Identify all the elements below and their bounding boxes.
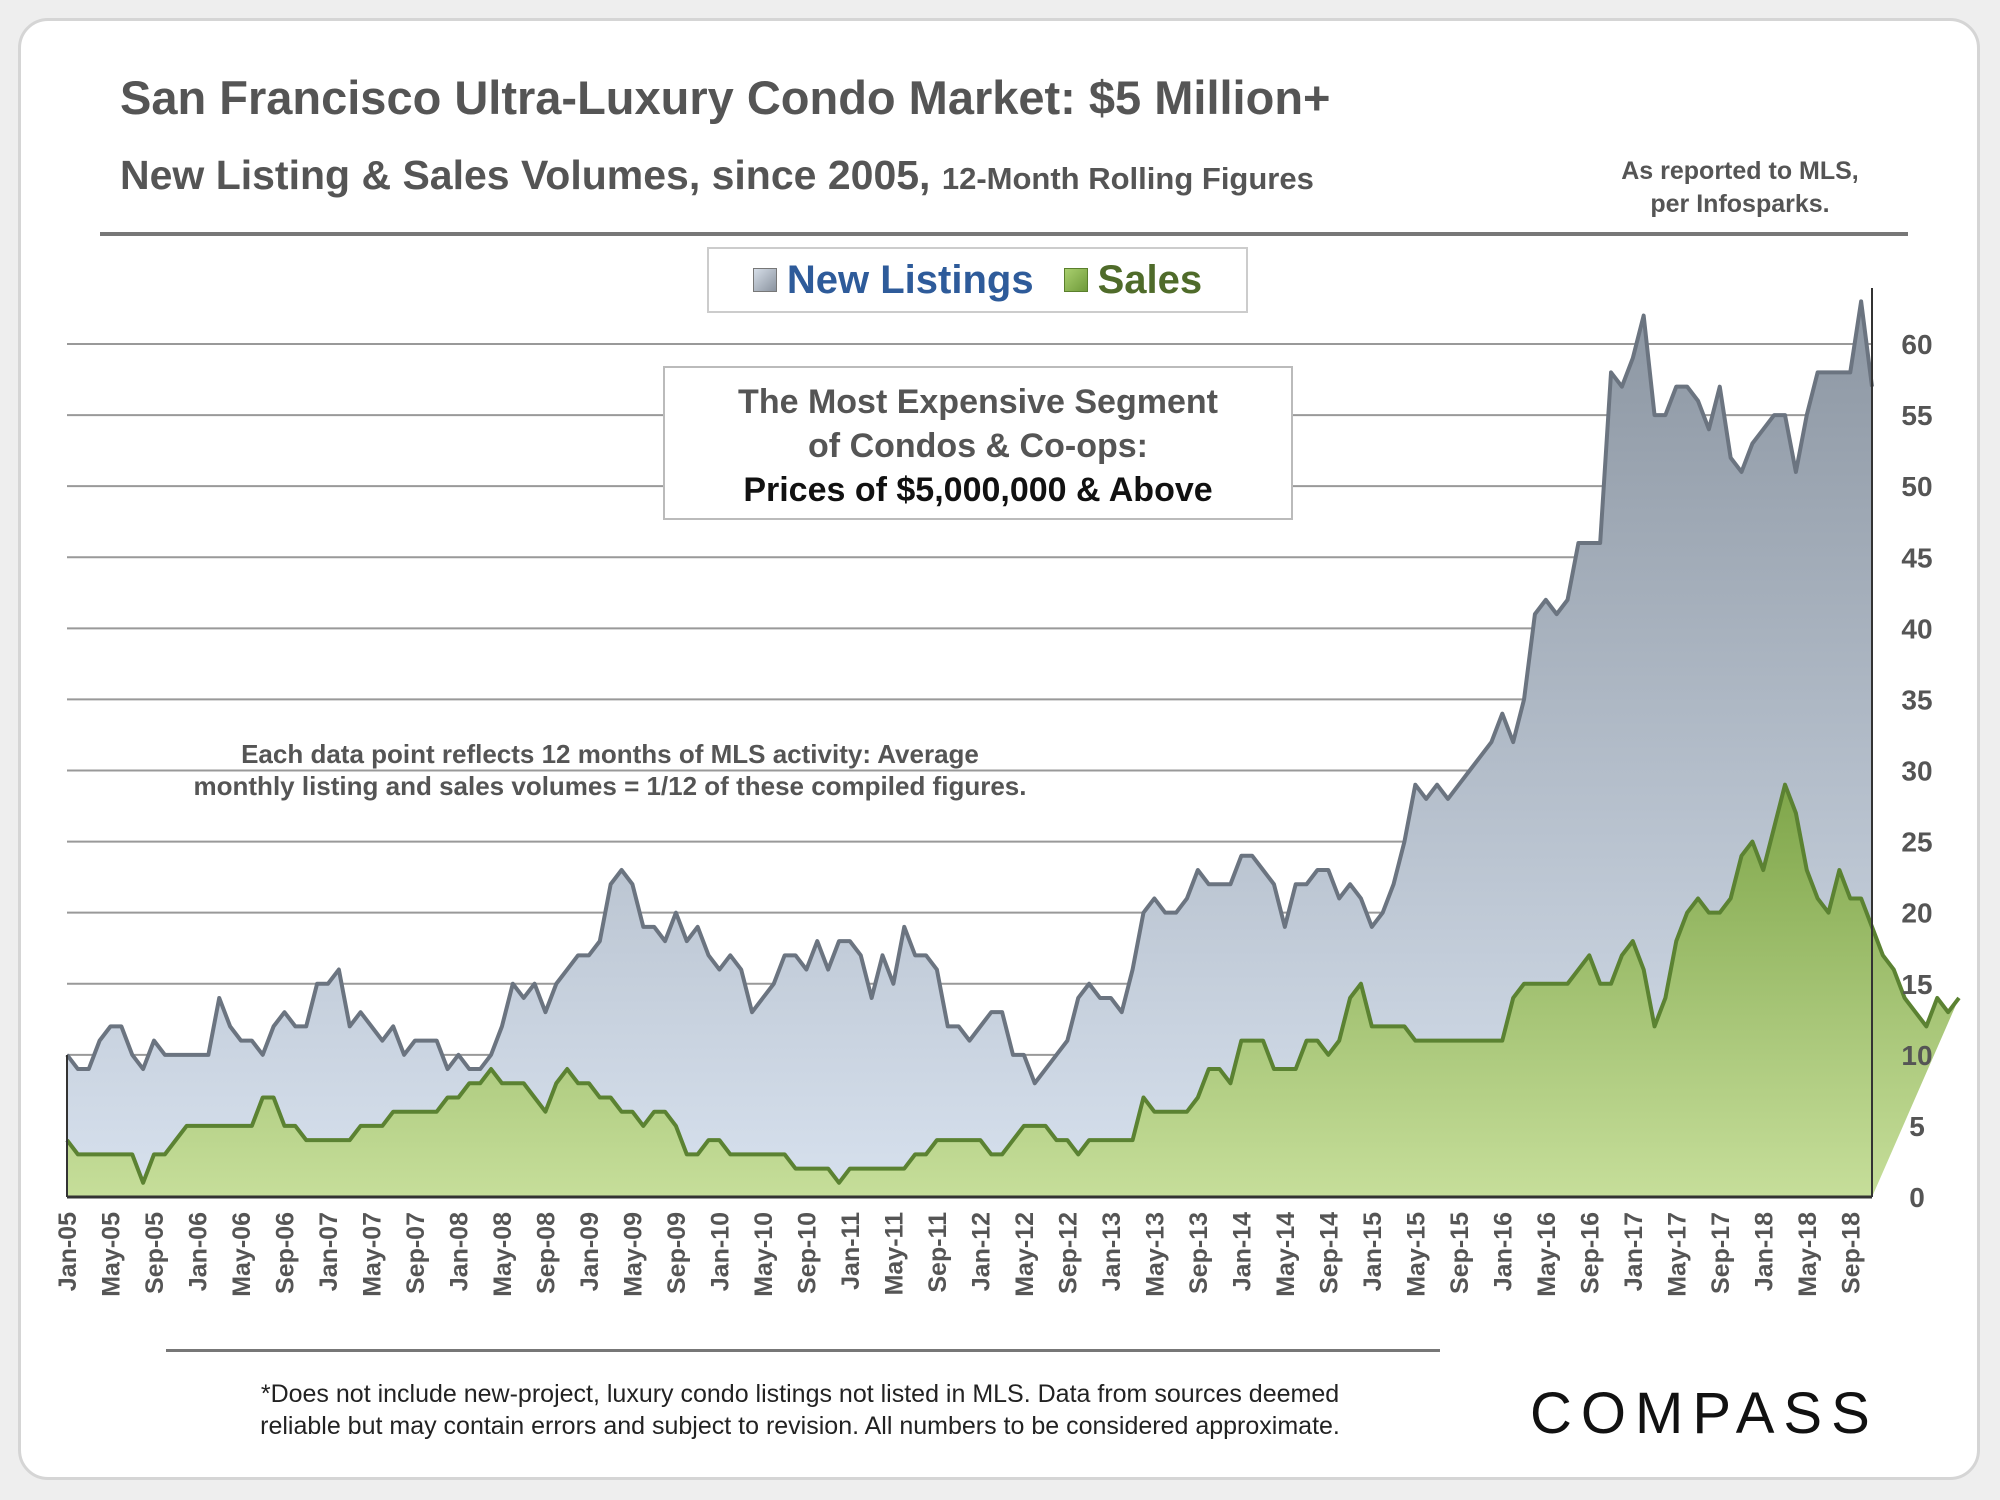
x-tick-label: May-18	[1794, 1212, 1822, 1297]
x-tick-label: Sep-10	[793, 1212, 821, 1294]
x-tick-label: Jan-05	[54, 1212, 82, 1291]
x-tick-label: Sep-13	[1185, 1212, 1213, 1294]
y-tick-label: 45	[1901, 542, 1932, 573]
x-tick-label: May-17	[1663, 1212, 1691, 1297]
x-tick-label: Jan-08	[445, 1212, 473, 1291]
x-tick-label: May-06	[228, 1212, 256, 1297]
series-area-new-listings	[67, 301, 1872, 1198]
source-line-1: As reported to MLS,	[1621, 157, 1859, 185]
x-tick-label: Jan-09	[576, 1212, 604, 1291]
x-tick-label: Sep-18	[1837, 1212, 1865, 1294]
x-tick-label: May-12	[1011, 1212, 1039, 1297]
y-tick-label: 60	[1901, 329, 1932, 360]
footer-divider	[166, 1349, 1440, 1352]
compass-logo-text: COMPASS	[1530, 1381, 1879, 1446]
note-line-2: monthly listing and sales volumes = 1/12…	[193, 771, 1027, 801]
x-tick-label: Sep-14	[1315, 1212, 1343, 1294]
y-tick-label: 40	[1901, 613, 1932, 644]
x-tick-label: Jan-15	[1359, 1212, 1387, 1291]
source-line-2: per Infosparks.	[1650, 190, 1830, 218]
x-tick-label: Sep-16	[1576, 1212, 1604, 1294]
x-tick-label: Sep-12	[1054, 1212, 1082, 1294]
x-tick-label: Sep-07	[402, 1212, 430, 1294]
x-tick-label: May-07	[358, 1212, 386, 1297]
legend-swatch-sales	[1063, 268, 1088, 292]
y-tick-label: 15	[1901, 969, 1932, 1000]
x-tick-label: Jan-16	[1489, 1212, 1517, 1291]
x-tick-label: Sep-06	[271, 1212, 299, 1294]
x-tick-label: Sep-15	[1446, 1212, 1474, 1294]
y-tick-label: 30	[1901, 756, 1932, 787]
legend-label-new-listings: New Listings	[786, 257, 1034, 302]
legend-item-new-listings: New Listings	[752, 257, 1034, 303]
callout-line-3: Prices of $5,000,000 & Above	[743, 471, 1213, 509]
header-divider	[100, 232, 1908, 236]
x-tick-label: May-16	[1533, 1212, 1561, 1297]
y-tick-label: 10	[1901, 1040, 1932, 1071]
series-line-new-listings	[65, 299, 1874, 1086]
x-tick-label: Jan-10	[706, 1212, 734, 1291]
source-note: As reported to MLS, per Infosparks.	[1580, 155, 1900, 221]
x-tick-label: May-13	[1141, 1212, 1169, 1297]
y-tick-label: 55	[1901, 400, 1932, 431]
x-tick-label: May-11	[880, 1212, 908, 1295]
footnote: *Does not include new-project, luxury co…	[150, 1378, 1450, 1442]
y-tick-label: 0	[1909, 1182, 1925, 1213]
x-tick-label: Jan-06	[184, 1212, 212, 1291]
y-tick-label: 35	[1901, 684, 1932, 715]
x-tick-label: Jan-13	[1098, 1212, 1126, 1291]
x-tick-label: May-15	[1402, 1212, 1430, 1297]
segment-callout: The Most Expensive Segment of Condos & C…	[663, 366, 1293, 520]
x-tick-label: Sep-09	[663, 1212, 691, 1294]
y-tick-label: 25	[1901, 827, 1932, 858]
x-tick-label: Jan-12	[967, 1212, 995, 1291]
compass-logo: COMPASS	[1530, 1381, 1879, 1446]
footnote-line-1: *Does not include new-project, luxury co…	[260, 1380, 1340, 1408]
y-tick-label: 5	[1909, 1111, 1925, 1142]
x-tick-label: Jan-14	[1228, 1212, 1256, 1291]
chart-subtitle: New Listing & Sales Volumes, since 2005,…	[120, 152, 1314, 199]
x-tick-label: Sep-11	[924, 1212, 952, 1293]
chart-legend: New Listings Sales	[707, 247, 1248, 313]
footnote-line-2: reliable but may contain errors and subj…	[260, 1412, 1340, 1440]
x-tick-label: May-09	[619, 1212, 647, 1297]
subtitle-main: New Listing & Sales Volumes, since 2005,	[120, 152, 931, 198]
legend-swatch-new-listings	[752, 268, 777, 292]
y-tick-label: 20	[1901, 898, 1932, 929]
x-tick-label: May-08	[489, 1212, 517, 1297]
x-tick-label: May-05	[97, 1212, 125, 1297]
x-tick-label: May-10	[750, 1212, 778, 1297]
x-tick-label: Sep-08	[532, 1212, 560, 1294]
series-line-sales	[65, 782, 1961, 1185]
callout-line-2: of Condos & Co-ops:	[808, 427, 1148, 465]
y-tick-label: 50	[1901, 471, 1932, 502]
x-tick-label: Jan-18	[1750, 1212, 1778, 1291]
callout-line-1: The Most Expensive Segment	[738, 383, 1218, 421]
series-area-sales	[67, 784, 1959, 1197]
subtitle-small: 12-Month Rolling Figures	[941, 161, 1314, 196]
x-tick-label: Sep-05	[141, 1212, 169, 1294]
x-tick-label: Jan-11	[837, 1212, 865, 1290]
chart-title: San Francisco Ultra-Luxury Condo Market:…	[120, 71, 1331, 124]
x-tick-label: Jan-07	[315, 1212, 343, 1291]
x-tick-label: May-14	[1272, 1212, 1300, 1297]
note-line-1: Each data point reflects 12 months of ML…	[241, 739, 979, 769]
x-tick-label: Sep-17	[1707, 1212, 1735, 1294]
legend-item-sales: Sales	[1063, 257, 1203, 303]
methodology-note: Each data point reflects 12 months of ML…	[140, 738, 1080, 802]
legend-label-sales: Sales	[1097, 257, 1203, 302]
x-tick-label: Jan-17	[1620, 1212, 1648, 1291]
